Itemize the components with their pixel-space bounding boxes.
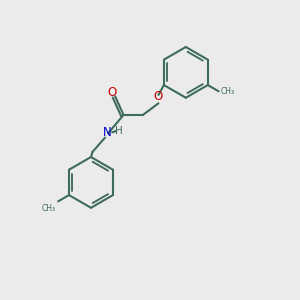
Text: CH₃: CH₃ — [42, 204, 56, 213]
Text: H: H — [116, 126, 123, 136]
Text: O: O — [154, 90, 163, 103]
Text: N: N — [103, 126, 112, 139]
Text: O: O — [108, 86, 117, 99]
Text: CH₃: CH₃ — [221, 87, 235, 96]
